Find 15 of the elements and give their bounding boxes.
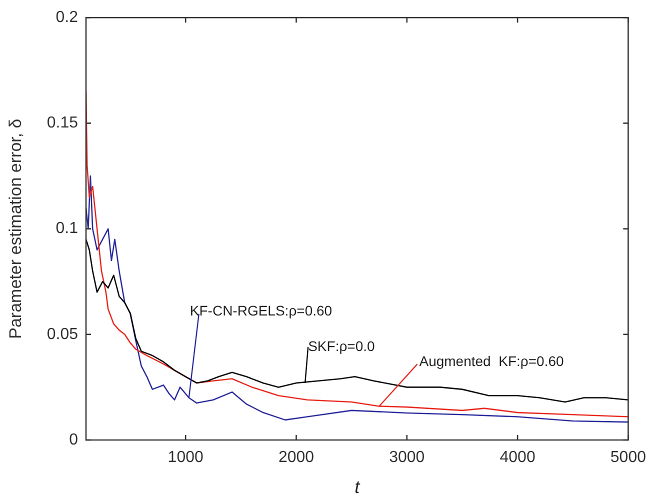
y-tick-label: 0.15 xyxy=(46,114,78,132)
x-axis-title: t xyxy=(354,477,361,498)
annotation: Augmented KF:ρ=0.60 xyxy=(419,353,564,370)
annotation: SKF:ρ=0.0 xyxy=(308,338,376,354)
x-tick-label: 5000 xyxy=(610,449,646,466)
x-tick-label: 3000 xyxy=(389,449,425,466)
annotation: KF-CN-RGELS:ρ=0.60 xyxy=(190,302,332,319)
y-tick-label: 0 xyxy=(69,431,78,448)
y-tick-label: 0.1 xyxy=(56,220,78,238)
x-tick-label: 2000 xyxy=(278,449,314,466)
y-tick-label: 0.2 xyxy=(56,9,78,26)
x-tick-label: 4000 xyxy=(500,449,536,466)
y-tick-label: 0.05 xyxy=(46,326,78,343)
x-tick-label: 1000 xyxy=(168,449,204,466)
y-axis-title: Parameter estimation error, δ xyxy=(6,118,25,339)
